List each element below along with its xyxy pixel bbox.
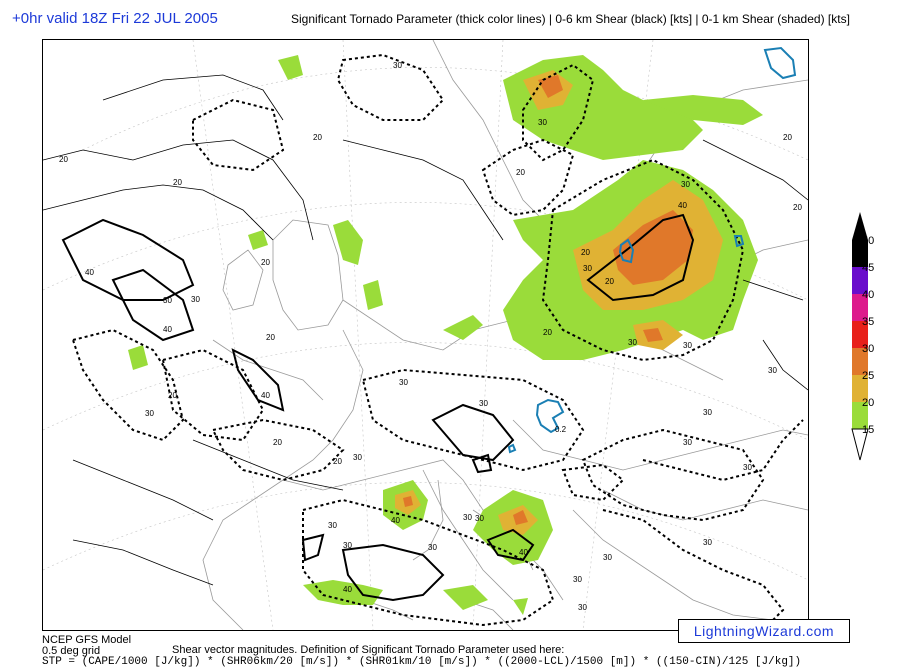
contour-label: 20 xyxy=(168,391,177,400)
shear-contours-solid xyxy=(61,213,695,602)
legend-label: 20 xyxy=(862,397,875,409)
shear-contours-thin xyxy=(43,74,808,586)
contour-label: 30 xyxy=(145,409,154,418)
contour-label: 30 xyxy=(538,118,547,127)
shear-note: Shear vector magnitudes. Definition of S… xyxy=(172,644,565,656)
brand-badge[interactable]: LightningWizard.com xyxy=(678,619,850,643)
shear-legend-colorbar xyxy=(851,212,869,461)
contour-label: 30 xyxy=(399,378,408,387)
legend-cap-top xyxy=(852,212,868,240)
legend-swatch xyxy=(852,240,868,267)
contour-label: 20 xyxy=(173,178,182,187)
legend-swatch xyxy=(852,294,868,321)
valid-time-label: +0hr valid 18Z Fri 22 JUL 2005 xyxy=(12,10,218,27)
contour-label: 20 xyxy=(266,333,275,342)
model-label: NCEP GFS Model xyxy=(42,634,132,646)
brand-label: LightningWizard.com xyxy=(693,623,835,639)
legend-swatch xyxy=(852,267,868,294)
contour-label: 30 xyxy=(463,513,472,522)
contour-label: 30 xyxy=(583,264,592,273)
contour-label: 20 xyxy=(273,438,282,447)
contour-label: 20 xyxy=(313,133,322,142)
contour-label: 40 xyxy=(163,325,172,334)
contour-labels: 30 20 20 20 30 40 30 40 40 30 20 20 20 3… xyxy=(59,61,802,612)
contour-label: 40 xyxy=(678,201,687,210)
contour-label: 30 xyxy=(683,438,692,447)
contour-label: 40 xyxy=(85,268,94,277)
contour-label: 30 xyxy=(681,180,690,189)
legend-swatch xyxy=(852,321,868,348)
contour-label: 30 xyxy=(191,295,200,304)
shear-shading-high xyxy=(403,75,693,525)
legend-swatch xyxy=(852,402,868,429)
contour-label: 30 xyxy=(479,399,488,408)
contour-label: 40 xyxy=(391,516,400,525)
grid-label: 0.5 deg grid xyxy=(42,645,101,657)
legend-label: 40 xyxy=(862,289,875,301)
contour-label: 30 xyxy=(603,553,612,562)
legend-swatch xyxy=(852,348,868,375)
contour-label: 30 xyxy=(768,366,777,375)
contour-label: 30 xyxy=(573,575,582,584)
legend-label: 25 xyxy=(862,370,875,382)
contour-label: 30 xyxy=(743,463,752,472)
contour-label: 20 xyxy=(516,168,525,177)
legend-label: 45 xyxy=(862,262,875,274)
legend-label: 15 xyxy=(862,424,875,436)
contour-label: 30 xyxy=(578,603,587,612)
contour-label: 30 xyxy=(703,538,712,547)
stp-formula: STP = (CAPE/1000 [J/kg]) * (SHR06km/20 [… xyxy=(42,656,802,668)
stp-value-label: 0.2 xyxy=(555,425,567,434)
contour-label: 20 xyxy=(581,248,590,257)
contour-label: 40 xyxy=(519,548,528,557)
stp-contours xyxy=(507,46,797,454)
contour-label: 30 xyxy=(475,514,484,523)
contour-label: 30 xyxy=(683,341,692,350)
legend-swatch xyxy=(852,375,868,402)
map-canvas: 0.2 30 20 20 20 30 40 30 40 40 30 20 20 … xyxy=(43,40,808,630)
legend-cap-bottom xyxy=(851,428,869,461)
contour-label: 30 xyxy=(163,296,172,305)
legend-label: 50 xyxy=(862,235,875,247)
contour-label: 20 xyxy=(543,328,552,337)
contour-label: 20 xyxy=(59,155,68,164)
contour-label: 40 xyxy=(261,391,270,400)
contour-label: 30 xyxy=(328,521,337,530)
shear-contours-dotted xyxy=(71,53,804,630)
contour-label: 30 xyxy=(703,408,712,417)
legend-label: 35 xyxy=(862,316,875,328)
contour-label: 30 xyxy=(428,543,437,552)
contour-label: 20 xyxy=(333,457,342,466)
contour-label: 20 xyxy=(783,133,792,142)
contour-label: 30 xyxy=(393,61,402,70)
contour-label: 20 xyxy=(605,277,614,286)
contour-label: 30 xyxy=(343,541,352,550)
contour-label: 20 xyxy=(261,258,270,267)
contour-label: 40 xyxy=(343,585,352,594)
legend-label: 30 xyxy=(862,343,875,355)
map-description: Significant Tornado Parameter (thick col… xyxy=(291,12,850,26)
contour-label: 30 xyxy=(628,338,637,347)
weather-map: 0.2 30 20 20 20 30 40 30 40 40 30 20 20 … xyxy=(42,39,809,631)
contour-label: 20 xyxy=(793,203,802,212)
contour-label: 30 xyxy=(353,453,362,462)
